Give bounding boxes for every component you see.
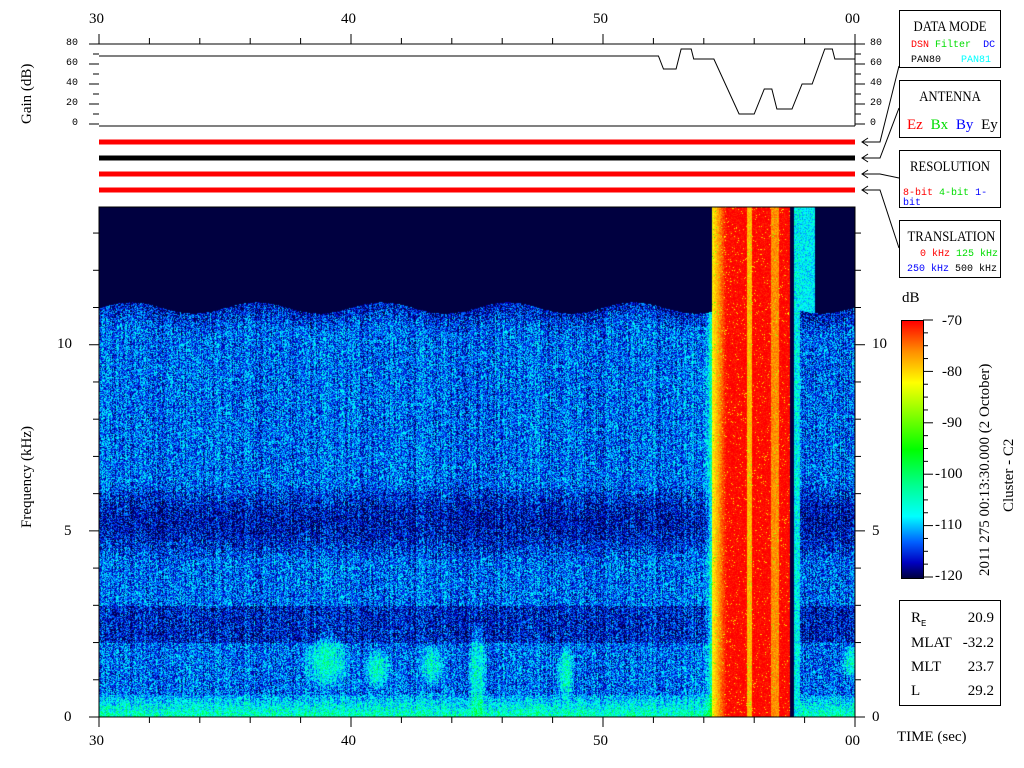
trans-500: 500 kHz [955,264,998,275]
mode-dsn: DSN [911,40,930,51]
trans-0: 0 kHz [920,249,951,260]
y-tick-label: 0 [64,709,72,725]
spectrogram [99,207,855,717]
spacecraft-label: Cluster - C2 [1001,438,1017,512]
info-label-mlat: MLAT [911,635,952,651]
res-8bit: 8-bit [903,188,934,199]
info-label-mlt: MLT [911,659,942,675]
gain-tick-label: 0 [870,118,877,129]
resolution-title: RESOLUTION [909,159,991,175]
arrow-icon [861,153,869,163]
y-axis-label: Frequency (kHz) [19,425,35,528]
y-tick-label: 10 [57,336,72,352]
antenna-ey: Ey [981,117,998,133]
arrow-icon [861,169,869,179]
res-1bit: 1-bit [903,188,988,209]
antenna-title: ANTENNA [919,89,981,105]
timestamp: 2011 275 00:13:30.000 (2 October) [977,363,993,576]
info-label-l: L [911,683,921,699]
antenna-by: By [955,117,974,133]
arrow-icon [861,137,869,147]
gain-tick-label: 20 [870,98,883,109]
info-value-mlat: -32.2 [962,635,994,651]
top-tick-label: 00 [845,11,860,27]
data-mode-title: DATA MODE [913,19,987,35]
arrow-icon [861,185,869,195]
gain-line [99,48,855,115]
gain-tick-label: 80 [66,38,79,49]
orbit-info-box: RE 20.9 MLAT -32.2 MLT 23.7 L 29.2 [899,600,1001,706]
mode-pan81: PAN81 [961,55,992,66]
gain-tick-label: 60 [870,58,883,69]
info-value-mlt: 23.7 [967,659,994,675]
connector-resolution [862,173,900,179]
x-tick-label: 40 [341,733,356,749]
x-tick-label: 50 [593,733,608,749]
colorbar-label: dB [902,290,920,306]
translation-box: TRANSLATION 0 kHz 125 kHz 250 kHz 500 kH… [899,220,1001,278]
top-tick-label: 40 [341,11,356,27]
gain-tick-label: 60 [66,58,79,69]
antenna-bx: Bx [930,117,949,133]
colorbar-tick: -70 [942,313,962,329]
colorbar-tick: -80 [942,364,962,380]
info-value-re: 20.9 [967,610,994,626]
translation-title: TRANSLATION [907,229,996,245]
top-tick-label: 50 [593,11,608,27]
connector-antenna [862,107,900,159]
info-value-l: 29.2 [967,683,994,699]
gain-tick-label: 0 [72,118,79,129]
x-tick-label: 00 [845,733,860,749]
x-axis-label: TIME (sec) [897,729,967,745]
gain-tick-label: 80 [870,38,883,49]
res-4bit: 4-bit [939,188,970,199]
mode-dc: DC [983,40,996,51]
resolution-box: RESOLUTION 8-bit 4-bit 1-bit [899,150,1001,209]
y-tick-label: 10 [872,336,887,352]
x-tick-label: 30 [89,733,104,749]
gain-tick-label: 40 [870,78,883,89]
info-label-re: RE [911,610,927,630]
y-tick-label: 5 [872,523,880,539]
connector-translation [862,189,900,249]
y-tick-label: 5 [64,523,72,539]
colorbar-tick: -90 [942,415,962,431]
data-mode-box: DATA MODE DSN Filter DC PAN80 PAN81 [899,10,1001,68]
gain-tick-label: 40 [66,78,79,89]
colorbar-tick: -110 [935,517,962,533]
top-tick-label: 30 [89,11,104,27]
connector-data-mode [862,65,900,143]
mode-filter: Filter [935,40,972,51]
antenna-ez: Ez [907,117,923,133]
mode-pan80: PAN80 [911,55,942,66]
trans-250: 250 kHz [907,264,950,275]
colorbar-tick: -100 [935,466,963,482]
gain-tick-label: 20 [66,98,79,109]
trans-125: 125 kHz [956,249,999,260]
colorbar [901,320,924,579]
gain-axis-label: Gain (dB) [19,63,35,124]
antenna-box: ANTENNA Ez Bx By Ey [899,80,1001,138]
colorbar-tick: -120 [935,568,963,584]
y-tick-label: 0 [872,709,880,725]
